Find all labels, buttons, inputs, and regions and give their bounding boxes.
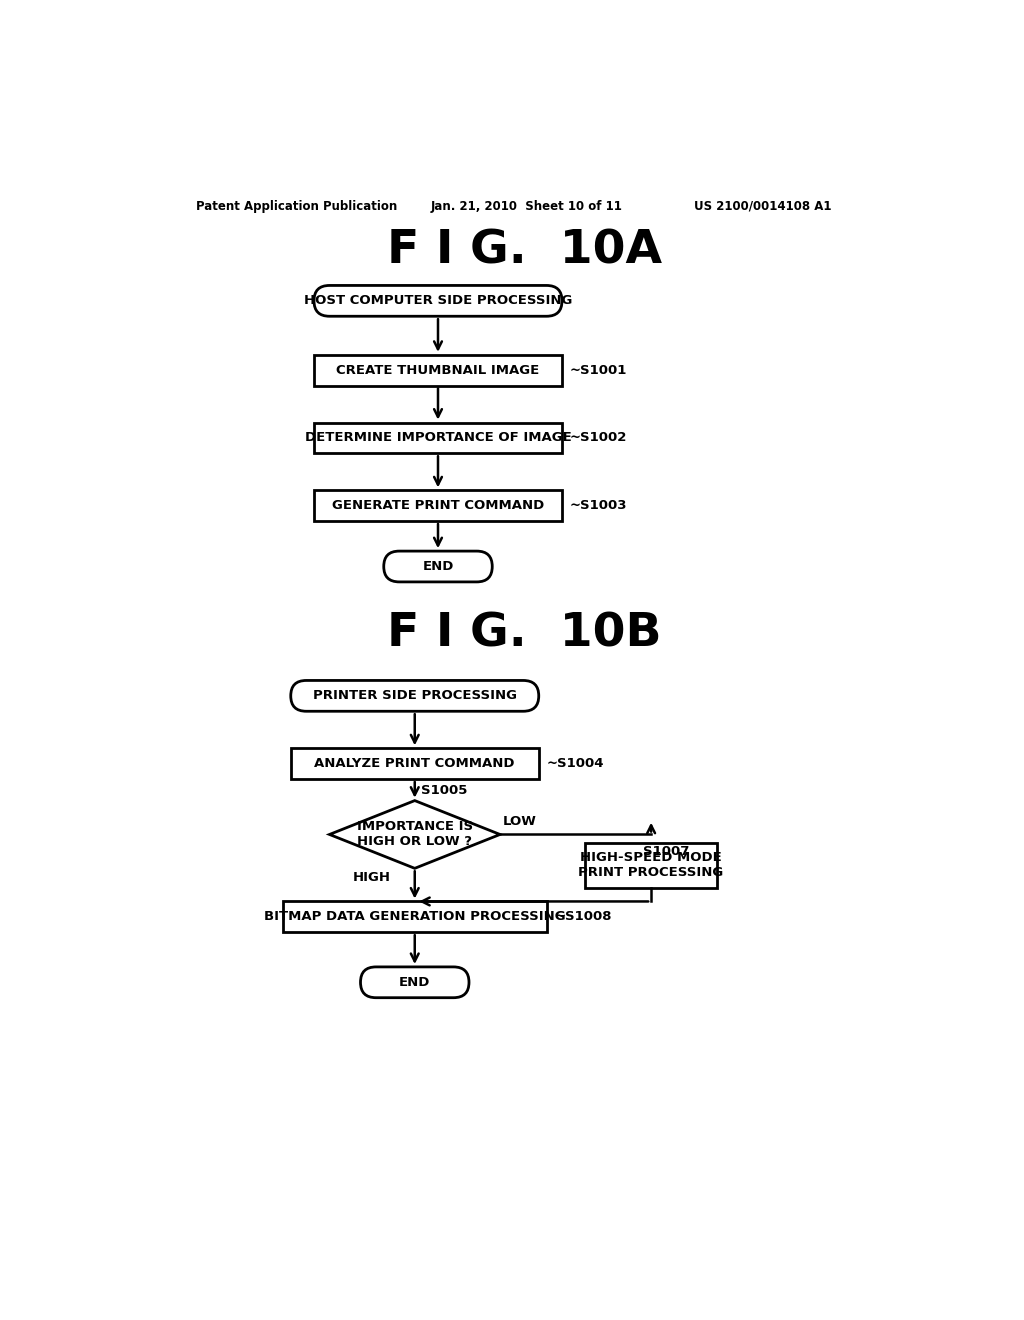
Text: ~S1004: ~S1004 [547,758,604,770]
Text: S1007: S1007 [643,845,690,858]
Text: Jan. 21, 2010  Sheet 10 of 11: Jan. 21, 2010 Sheet 10 of 11 [430,199,623,213]
Text: ~S1008: ~S1008 [554,911,611,924]
Text: LOW: LOW [503,816,537,829]
Polygon shape [330,800,500,869]
Text: END: END [422,560,454,573]
Text: IMPORTANCE IS
HIGH OR LOW ?: IMPORTANCE IS HIGH OR LOW ? [356,821,473,849]
Text: ANALYZE PRINT COMMAND: ANALYZE PRINT COMMAND [314,758,515,770]
FancyBboxPatch shape [314,422,562,453]
FancyBboxPatch shape [314,355,562,385]
Text: BITMAP DATA GENERATION PROCESSING: BITMAP DATA GENERATION PROCESSING [264,911,565,924]
Text: US 2100/0014108 A1: US 2100/0014108 A1 [693,199,831,213]
Text: ~S1001: ~S1001 [569,363,627,376]
Text: CREATE THUMBNAIL IMAGE: CREATE THUMBNAIL IMAGE [336,363,540,376]
Text: F I G.  10A: F I G. 10A [387,228,663,273]
Text: ~S1002: ~S1002 [569,432,627,445]
FancyBboxPatch shape [283,902,547,932]
Text: GENERATE PRINT COMMAND: GENERATE PRINT COMMAND [332,499,544,512]
Text: HIGH: HIGH [352,871,391,884]
FancyBboxPatch shape [384,552,493,582]
Text: HOST COMPUTER SIDE PROCESSING: HOST COMPUTER SIDE PROCESSING [304,294,572,308]
Text: DETERMINE IMPORTANCE OF IMAGE: DETERMINE IMPORTANCE OF IMAGE [304,432,571,445]
FancyBboxPatch shape [314,490,562,521]
FancyBboxPatch shape [291,748,539,779]
Text: ~S1003: ~S1003 [569,499,628,512]
FancyBboxPatch shape [291,681,539,711]
Text: F I G.  10B: F I G. 10B [387,611,663,657]
Text: PRINTER SIDE PROCESSING: PRINTER SIDE PROCESSING [312,689,517,702]
FancyBboxPatch shape [586,843,717,887]
Text: HIGH-SPEED MODE
PRINT PROCESSING: HIGH-SPEED MODE PRINT PROCESSING [579,851,724,879]
FancyBboxPatch shape [360,966,469,998]
Text: S1005: S1005 [421,784,467,797]
FancyBboxPatch shape [314,285,562,317]
Text: Patent Application Publication: Patent Application Publication [197,199,397,213]
Text: END: END [399,975,430,989]
